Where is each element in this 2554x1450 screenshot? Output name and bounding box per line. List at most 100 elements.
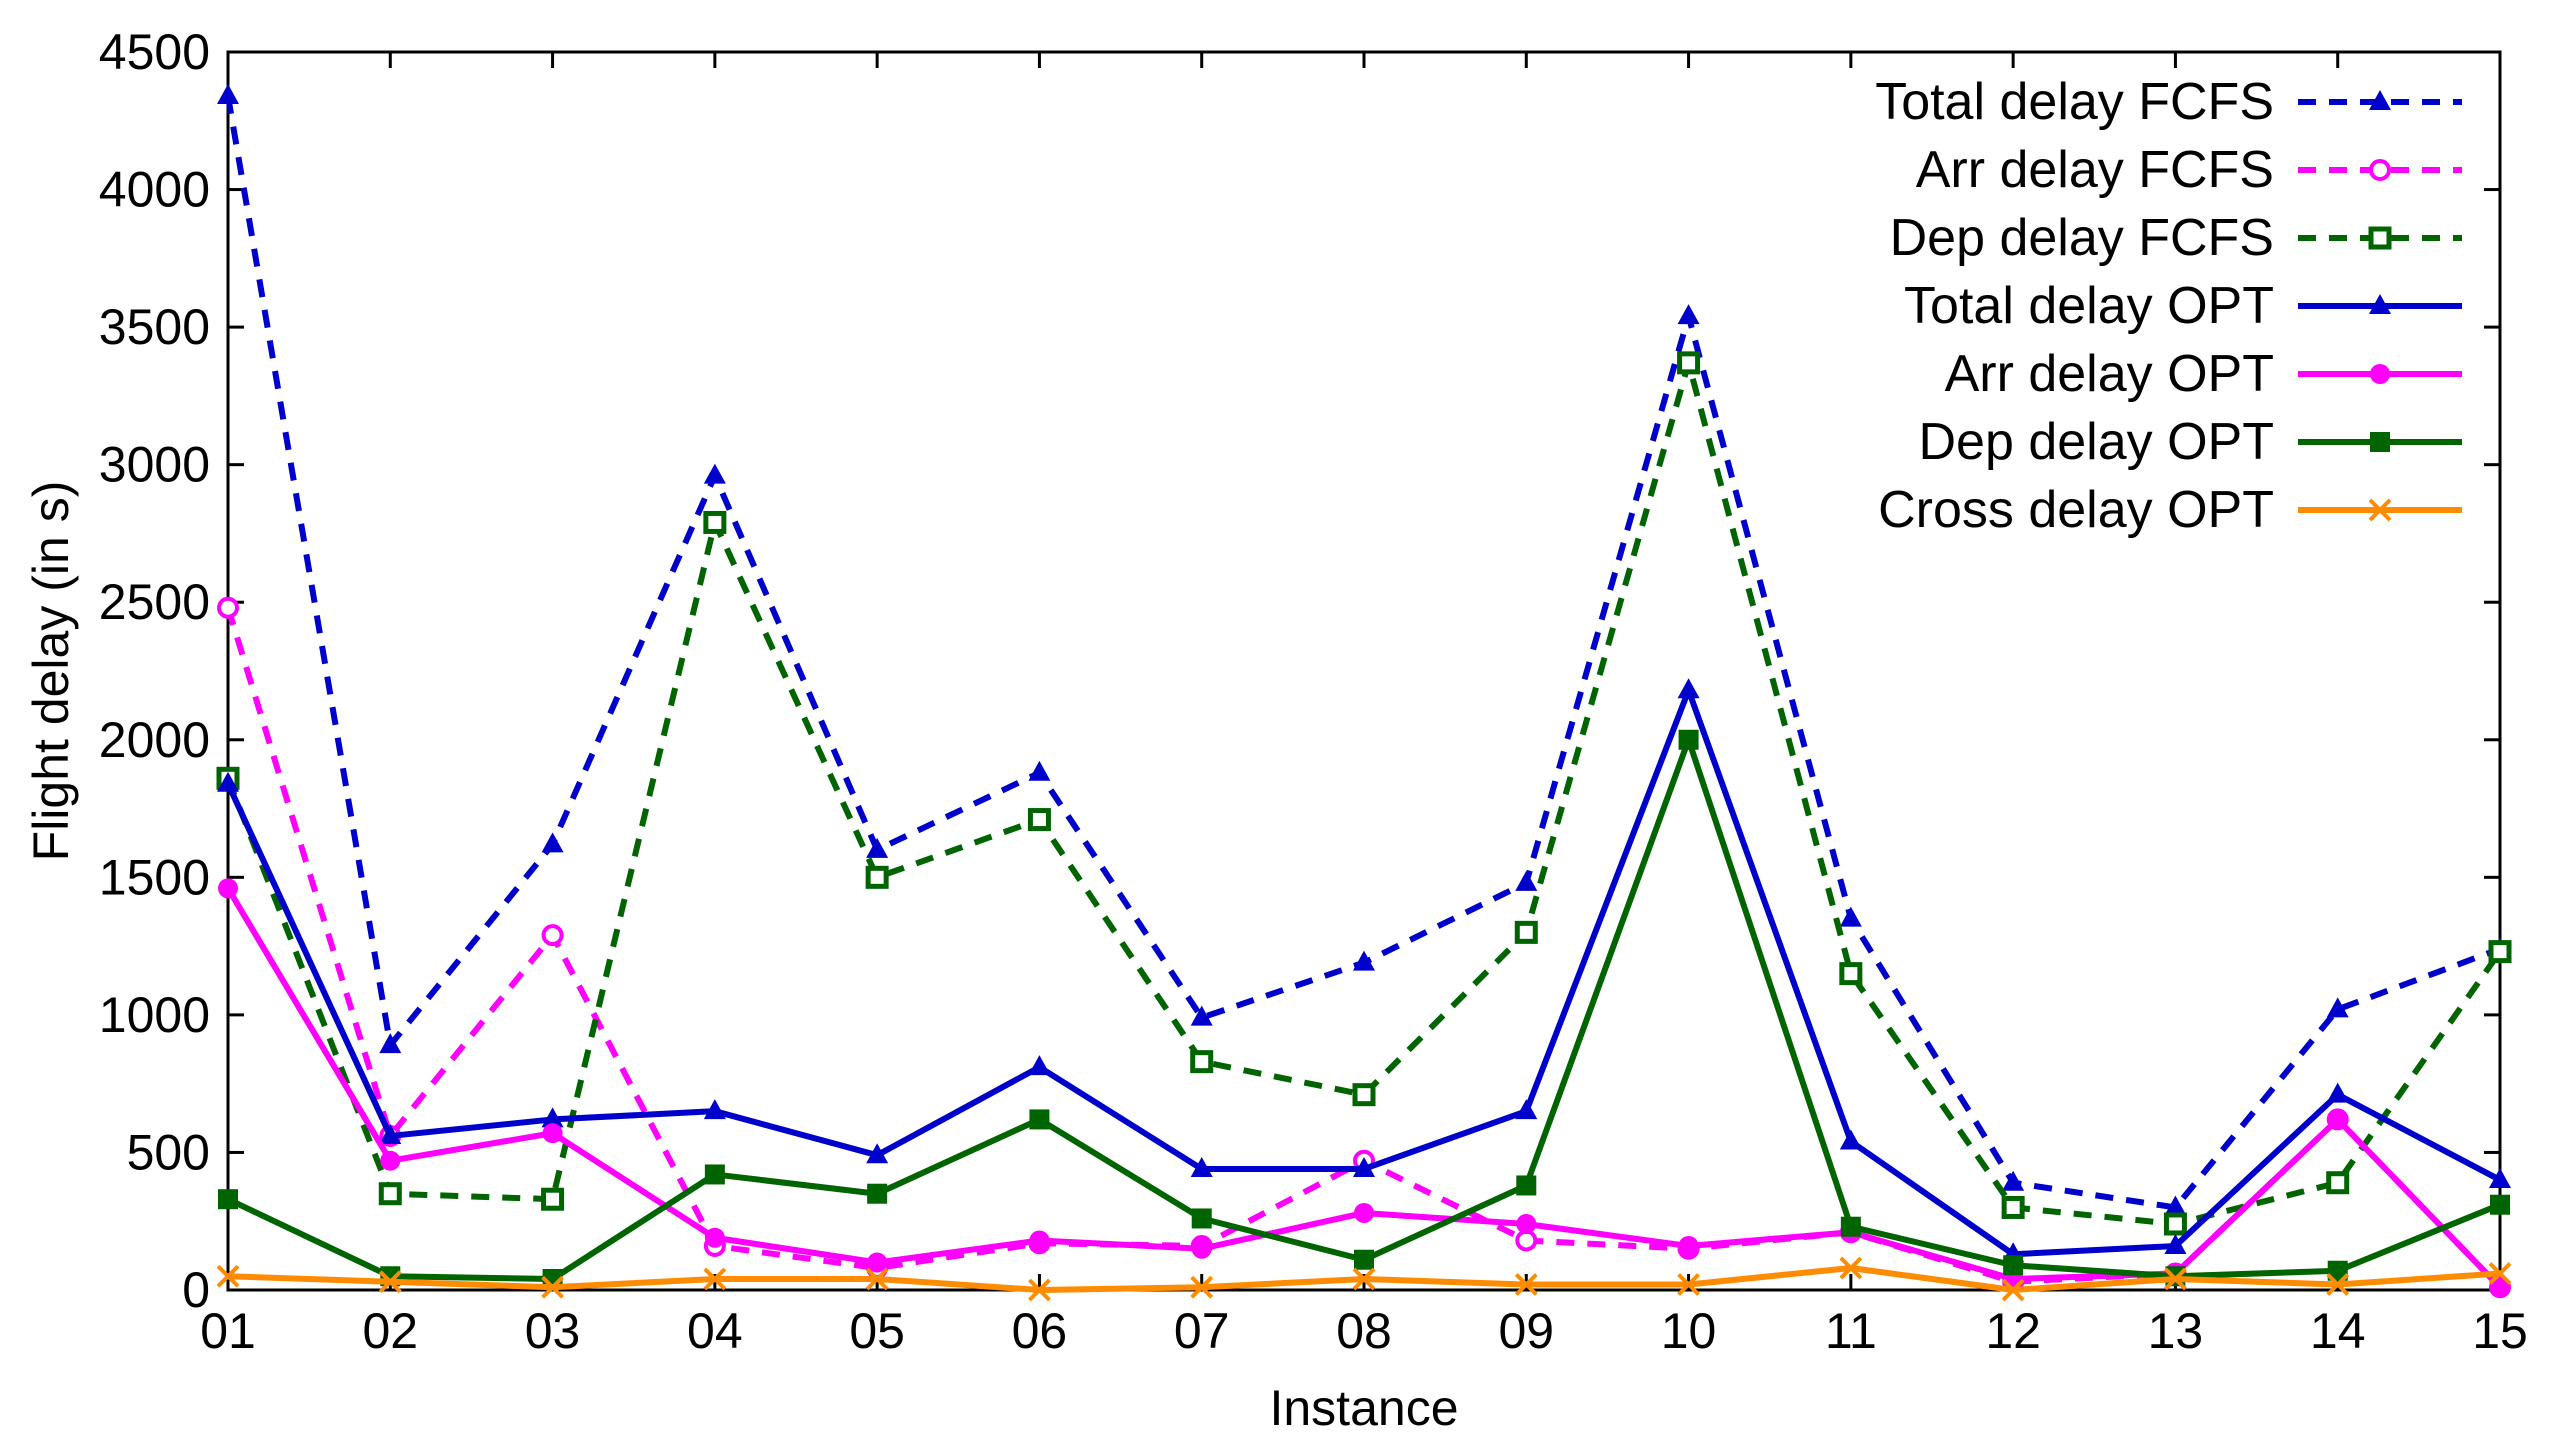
data-point	[1515, 1229, 1538, 1252]
legend-swatch-marker	[2369, 159, 2391, 181]
legend-swatch-marker	[2369, 90, 2391, 110]
data-point	[1515, 870, 1538, 891]
data-point	[1191, 1238, 1212, 1259]
x-tick-label: 13	[2148, 1303, 2204, 1359]
data-point	[378, 1270, 402, 1294]
legend-label: Cross delay OPT	[1878, 481, 2274, 539]
data-point	[1190, 1275, 1214, 1299]
legend-item: Dep delay OPT	[1919, 413, 2462, 471]
series-line	[226, 736, 2502, 1282]
data-point	[2326, 1171, 2350, 1195]
data-point	[1839, 1256, 1863, 1280]
data-point	[217, 771, 239, 792]
data-point	[1028, 1278, 1051, 1302]
series-line	[225, 359, 2503, 1227]
data-point	[541, 832, 564, 853]
data-point	[866, 837, 889, 858]
data-point	[542, 1123, 563, 1144]
data-point	[2490, 1194, 2510, 1215]
data-point	[1190, 1005, 1213, 1026]
data-point	[2001, 1195, 2025, 1219]
legend-label: Arr delay FCFS	[1916, 141, 2274, 199]
data-point	[1514, 1273, 1538, 1296]
data-point	[866, 1143, 889, 1164]
data-point	[2489, 1167, 2511, 1188]
legend-swatch-marker	[2370, 364, 2390, 384]
data-point	[1677, 351, 1701, 375]
data-point	[1677, 1273, 1700, 1296]
data-point	[1677, 304, 1700, 325]
data-point	[703, 1099, 726, 1120]
data-point	[1515, 1099, 1538, 1120]
x-tick-label: 08	[1336, 1303, 1392, 1359]
data-point	[379, 1123, 402, 1144]
y-tick-label: 3500	[99, 299, 210, 355]
data-point	[2327, 1260, 2348, 1281]
data-point	[218, 1189, 238, 1210]
data-point	[867, 1252, 888, 1273]
data-point	[1839, 906, 1862, 927]
data-point	[2003, 1255, 2024, 1276]
data-point	[1514, 920, 1538, 944]
data-point	[541, 924, 564, 947]
data-point	[1027, 808, 1051, 832]
data-point	[379, 1033, 402, 1054]
legend: Total delay FCFS Arr delay FCFS Dep delay …	[1875, 73, 2462, 539]
data-point	[1516, 1213, 1537, 1234]
data-point	[1677, 678, 1700, 699]
axes: 0 500 1000 1500 2000 2500 3000 3500 4000 4500 01 02…	[99, 24, 2528, 1359]
y-axis-label: Flight delay (in s)	[23, 481, 79, 862]
x-tick-label: 14	[2310, 1303, 2366, 1359]
data-point	[865, 865, 889, 889]
series-cross-delay-opt	[216, 1256, 2512, 1302]
data-point	[1839, 1129, 1862, 1150]
data-point	[1028, 1055, 1051, 1076]
data-point	[1839, 962, 1863, 986]
x-tick-label: 15	[2472, 1303, 2528, 1359]
x-tick-label: 02	[362, 1303, 418, 1359]
y-tick-label: 3000	[99, 437, 210, 493]
legend-swatch-marker	[2369, 294, 2391, 314]
series-line	[225, 606, 2503, 1290]
data-point	[1352, 1083, 1376, 1107]
legend-swatch-marker	[2370, 432, 2390, 452]
data-point	[1190, 1156, 1213, 1177]
x-tick-label: 09	[1498, 1303, 1554, 1359]
data-point	[541, 1187, 565, 1211]
data-point	[2490, 1277, 2510, 1298]
legend-label: Total delay FCFS	[1875, 73, 2274, 131]
data-point	[2327, 1109, 2348, 1130]
data-point	[703, 1267, 727, 1291]
x-tick-label: 06	[1012, 1303, 1068, 1359]
data-point	[1353, 1156, 1375, 1177]
legend-item: Cross delay OPT	[1878, 481, 2462, 539]
legend-item: Total delay OPT	[1904, 277, 2462, 335]
x-tick-label: 07	[1174, 1303, 1230, 1359]
x-tick-label: 01	[200, 1303, 256, 1359]
data-point	[541, 1275, 564, 1299]
legend-swatch-marker	[2368, 226, 2392, 250]
data-point	[1516, 1175, 1537, 1196]
y-tick-label: 2000	[99, 712, 210, 768]
x-axis-label: Instance	[1269, 1380, 1458, 1436]
data-point	[703, 463, 726, 484]
data-point	[1191, 1208, 1212, 1229]
legend-label: Dep delay FCFS	[1890, 209, 2274, 267]
y-tick-label: 4000	[99, 162, 210, 218]
data-point	[1678, 1235, 1699, 1256]
data-point	[217, 84, 239, 105]
y-tick-label: 4500	[99, 24, 210, 80]
data-point	[2488, 940, 2512, 964]
legend-swatch-marker	[2368, 498, 2392, 522]
data-point	[380, 1150, 401, 1171]
data-point	[1354, 1249, 1374, 1270]
data-point	[2488, 1262, 2512, 1285]
data-point	[216, 1264, 240, 1288]
y-tick-label: 1500	[99, 849, 210, 905]
data-point	[218, 878, 238, 899]
x-tick-label: 12	[1985, 1303, 2041, 1359]
data-point	[541, 1107, 564, 1128]
data-point	[1354, 1202, 1374, 1223]
legend-item: Arr delay FCFS	[1916, 141, 2462, 199]
